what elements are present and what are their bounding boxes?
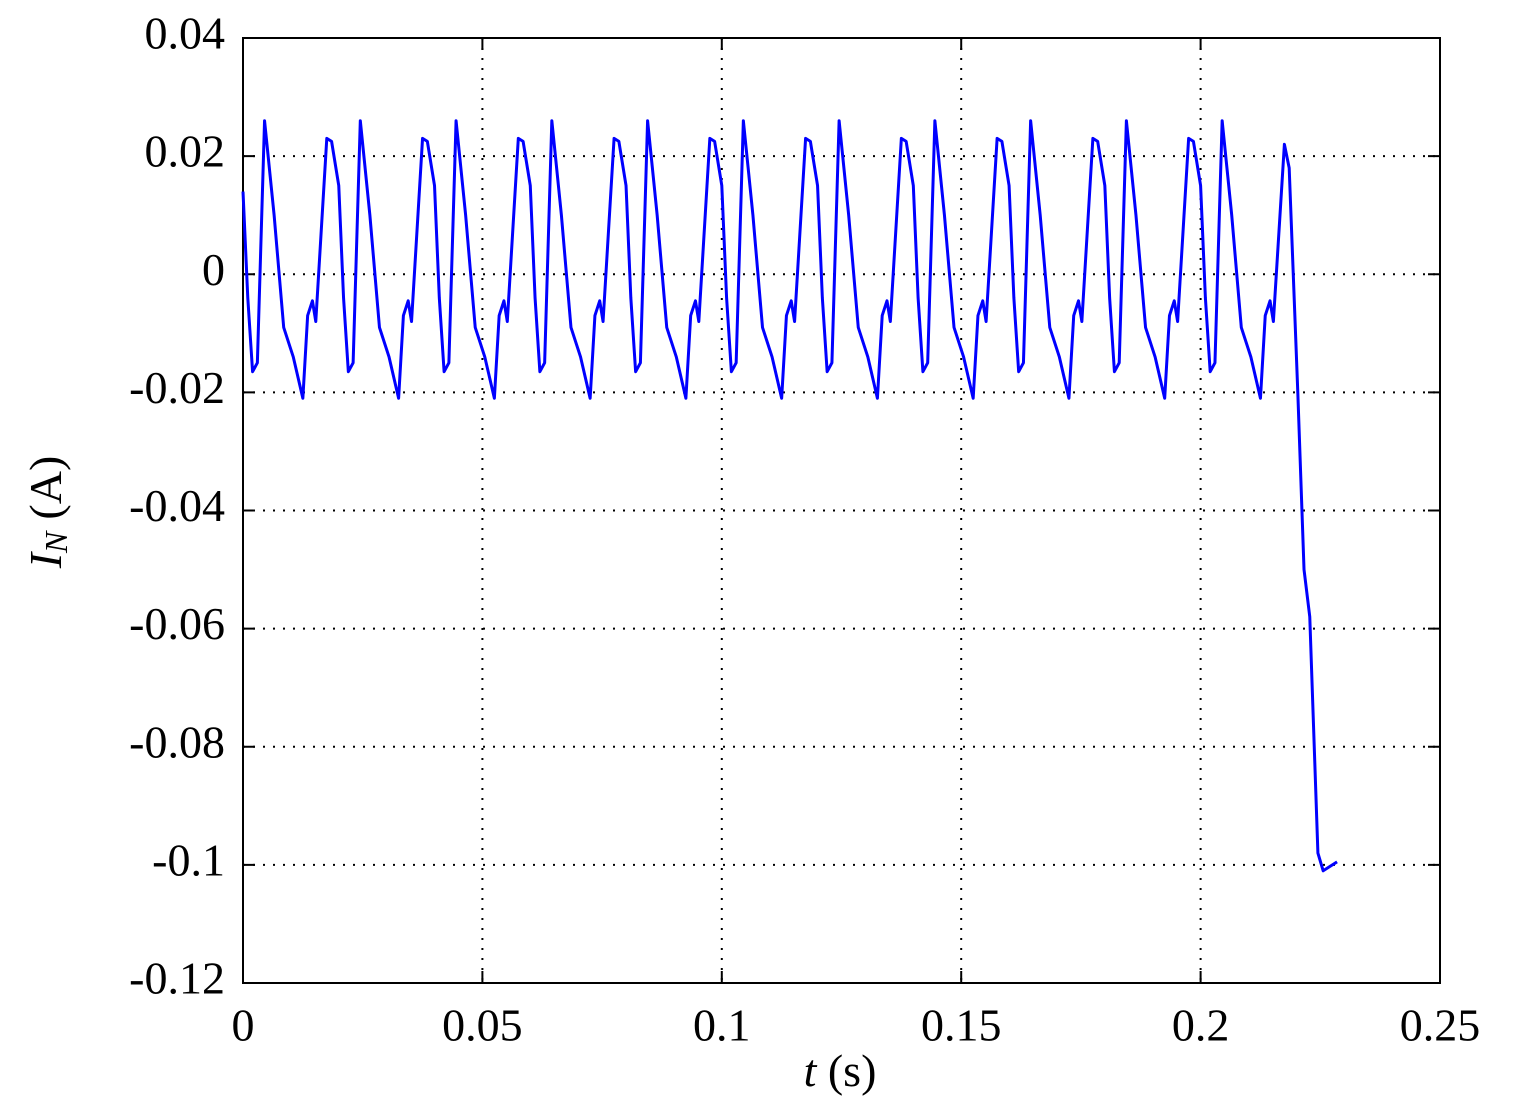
y-axis-label: IN (A) [20, 456, 75, 570]
x-tick-label: 0.05 [442, 1000, 523, 1051]
y-tick-label: -0.04 [129, 480, 225, 531]
x-label-symbol: t [804, 1045, 818, 1096]
x-axis-label: t (s) [804, 1045, 877, 1096]
x-tick-label: 0 [232, 1000, 255, 1051]
y-tick-label: -0.12 [129, 953, 225, 1004]
y-label-subscript: N [38, 530, 74, 554]
y-tick-label: 0.02 [145, 126, 226, 177]
x-label-unit: (s) [828, 1045, 877, 1096]
plot-frame [242, 37, 1441, 984]
x-tick-label: 0.25 [1400, 1000, 1481, 1051]
y-tick-label: -0.08 [129, 716, 225, 767]
y-tick-label: 0 [202, 244, 225, 295]
x-tick-label: 0.1 [693, 1000, 751, 1051]
y-label-symbol: I [20, 550, 71, 569]
data-line [241, 119, 1338, 873]
x-tick-label: 0.15 [921, 1000, 1002, 1051]
y-tick-label: -0.06 [129, 598, 225, 649]
y-tick-label: -0.02 [129, 362, 225, 413]
y-label-unit: (A) [20, 456, 71, 520]
y-tick-label: 0.04 [145, 8, 226, 59]
y-tick-label: -0.1 [152, 834, 225, 885]
x-tick-label: 0.2 [1172, 1000, 1230, 1051]
